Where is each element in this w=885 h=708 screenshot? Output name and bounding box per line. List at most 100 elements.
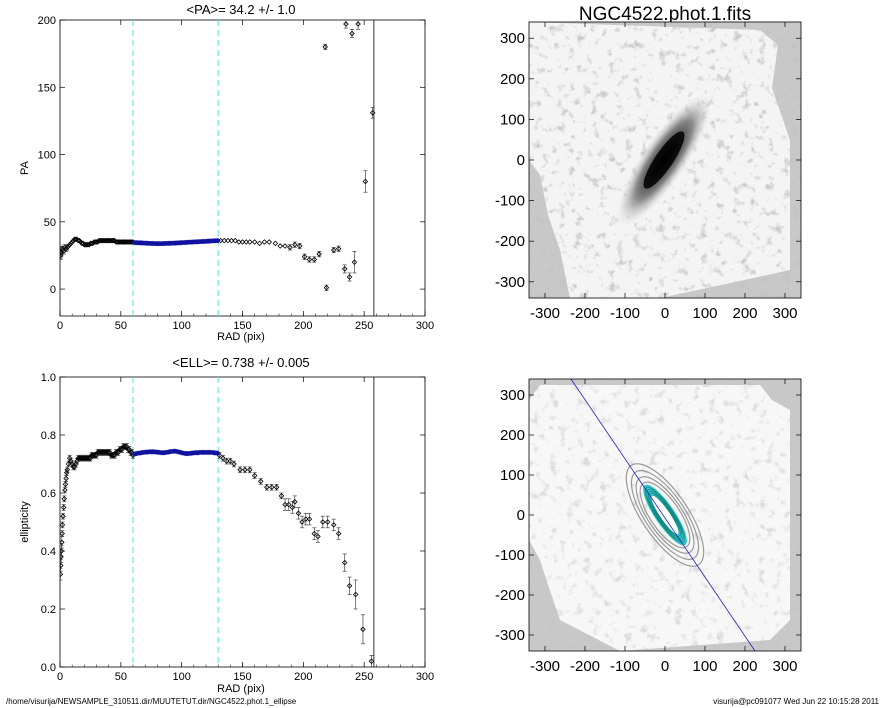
pa-data-point (277, 243, 283, 249)
ellipticity-data-point (315, 533, 321, 540)
pa-x-tick-label: 300 (416, 320, 434, 332)
ellipticity-y-tick-label: 0.6 (41, 488, 56, 500)
major-axis-line (570, 379, 756, 651)
ellipticity-data-point (247, 467, 253, 473)
galaxy-image (529, 22, 801, 298)
ellipticity-y-tick-label: 0.2 (41, 604, 56, 616)
ellipticity-x-tick-label: 250 (355, 671, 373, 683)
outer-contour (625, 463, 705, 567)
ellipticity-data-point (60, 562, 64, 569)
pa-data-point (69, 239, 75, 245)
ellipticity-data-point (63, 469, 70, 476)
pa-data-point (239, 239, 246, 245)
ellipticity-data-point (251, 472, 258, 479)
ellipticity-data-point (60, 554, 64, 560)
pa-data-point (316, 251, 322, 257)
ellipticity-y-tick-label: 0.0 (41, 662, 56, 674)
ellipticity-y-tick-label: 0.8 (41, 430, 56, 442)
ellipticity-data-point (306, 516, 313, 522)
pa-data-point (272, 240, 279, 247)
pa-data-point (247, 239, 253, 245)
galaxy-core (643, 131, 685, 189)
ellipticity-plot-area (60, 377, 375, 667)
ellipticity-data-point (335, 530, 342, 537)
ellipticity-data-point (62, 487, 68, 493)
pa-data-point (330, 247, 337, 253)
isophote-x-tick-label: -300 (530, 658, 560, 675)
ellipticity-data-point (324, 519, 331, 525)
image-x-tick-label: 200 (732, 305, 757, 322)
ellipticity-data-point (60, 530, 65, 537)
image-y-tick-label: 300 (500, 30, 525, 47)
image-title: NGC4522.phot.1.fits (579, 4, 751, 25)
image-x-tick-label: 100 (692, 305, 717, 322)
image-x-tick-label: 300 (772, 305, 797, 322)
galaxy-image-panel: NGC4522.phot.1.fits -300 -200 -100 0 100 200 3… (495, 4, 802, 322)
isophote-y-tick-label: -100 (495, 547, 525, 564)
pa-data-point (282, 243, 288, 249)
image-y-tick-label: 0 (517, 152, 525, 169)
pa-data-point (351, 259, 358, 265)
image-y-tick-label: 100 (500, 111, 525, 128)
pa-y-tick-label: 100 (38, 150, 56, 162)
pa-data-point (369, 110, 376, 116)
ellipticity-data-point (341, 559, 348, 566)
ellipticity-x-tick-label: 0 (57, 671, 63, 683)
ellipticity-data-point (368, 658, 375, 664)
isophote-core (651, 495, 679, 535)
isophote-image (529, 379, 801, 651)
ellipticity-data-point (223, 458, 230, 464)
pa-data-point (60, 248, 67, 255)
pa-data-point (60, 251, 64, 257)
ellipticity-y-axis-label: ellipticity (19, 501, 31, 543)
ellipticity-data-point (242, 467, 248, 473)
pa-data-point (292, 241, 298, 248)
pa-x-tick-label: 150 (233, 320, 251, 332)
pa-plot-frame (59, 19, 426, 317)
isophote-x-tick-label: -200 (570, 658, 600, 675)
pa-data-point (266, 239, 273, 245)
pa-x-axis-label: RAD (pix) (217, 331, 265, 343)
pa-x-tick-label: 100 (172, 320, 190, 332)
pa-data-point (343, 21, 349, 27)
ellipticity-data-point (360, 626, 366, 633)
isophote-contour (647, 491, 683, 539)
ellipticity-x-tick-label: 100 (172, 671, 190, 683)
image-y-tick-label: 200 (500, 71, 525, 88)
pa-x-tick-label: 50 (115, 320, 127, 332)
isophote-x-tick-label: 200 (732, 658, 757, 675)
image-x-tick-label: 0 (661, 305, 669, 322)
ellipticity-plot-frame (59, 376, 426, 668)
outer-contour (630, 469, 700, 561)
image-y-tick-label: -100 (495, 193, 525, 210)
isophote-y-tick-label: 100 (500, 467, 525, 484)
ellipticity-fit-point (214, 450, 220, 456)
pa-data-point (232, 237, 238, 244)
pa-y-tick-label: 200 (38, 15, 56, 27)
footer-file-path: /home/visurija/NEWSAMPLE_310511.dir/MUUT… (6, 697, 297, 706)
ellipticity-fit-point (215, 450, 221, 456)
ellipticity-data-point (63, 475, 69, 482)
pa-data-point (311, 256, 318, 263)
ellipticity-y-tick-label: 1.0 (41, 372, 56, 384)
isophote-contour (644, 487, 686, 543)
pa-x-tick-label: 200 (294, 320, 312, 332)
ellipticity-data-point (64, 467, 71, 473)
ellipticity-data-point (330, 522, 337, 528)
isophote-y-tick-label: 0 (517, 507, 525, 524)
pa-data-point (93, 239, 100, 245)
pa-data-point (341, 266, 348, 272)
ellipticity-data-point (285, 501, 292, 508)
pa-data-point (261, 239, 268, 245)
ellipticity-data-point (60, 548, 65, 554)
isophote-x-tick-label: 300 (772, 658, 797, 675)
pa-y-tick-label: 50 (44, 217, 56, 229)
isophote-contour (646, 489, 684, 541)
pa-data-point (88, 240, 95, 247)
isophote-axis-ticks: -300 -200 -100 0 100 200 300 -300 -200 -100 0 100 20… (495, 379, 801, 675)
ellipticity-data-point (60, 513, 66, 519)
pa-data-point (256, 240, 263, 247)
ellipticity-title: <ELL>= 0.738 +/- 0.005 (172, 355, 309, 370)
ellipticity-data-point (61, 496, 68, 502)
pa-data-point (228, 237, 235, 244)
